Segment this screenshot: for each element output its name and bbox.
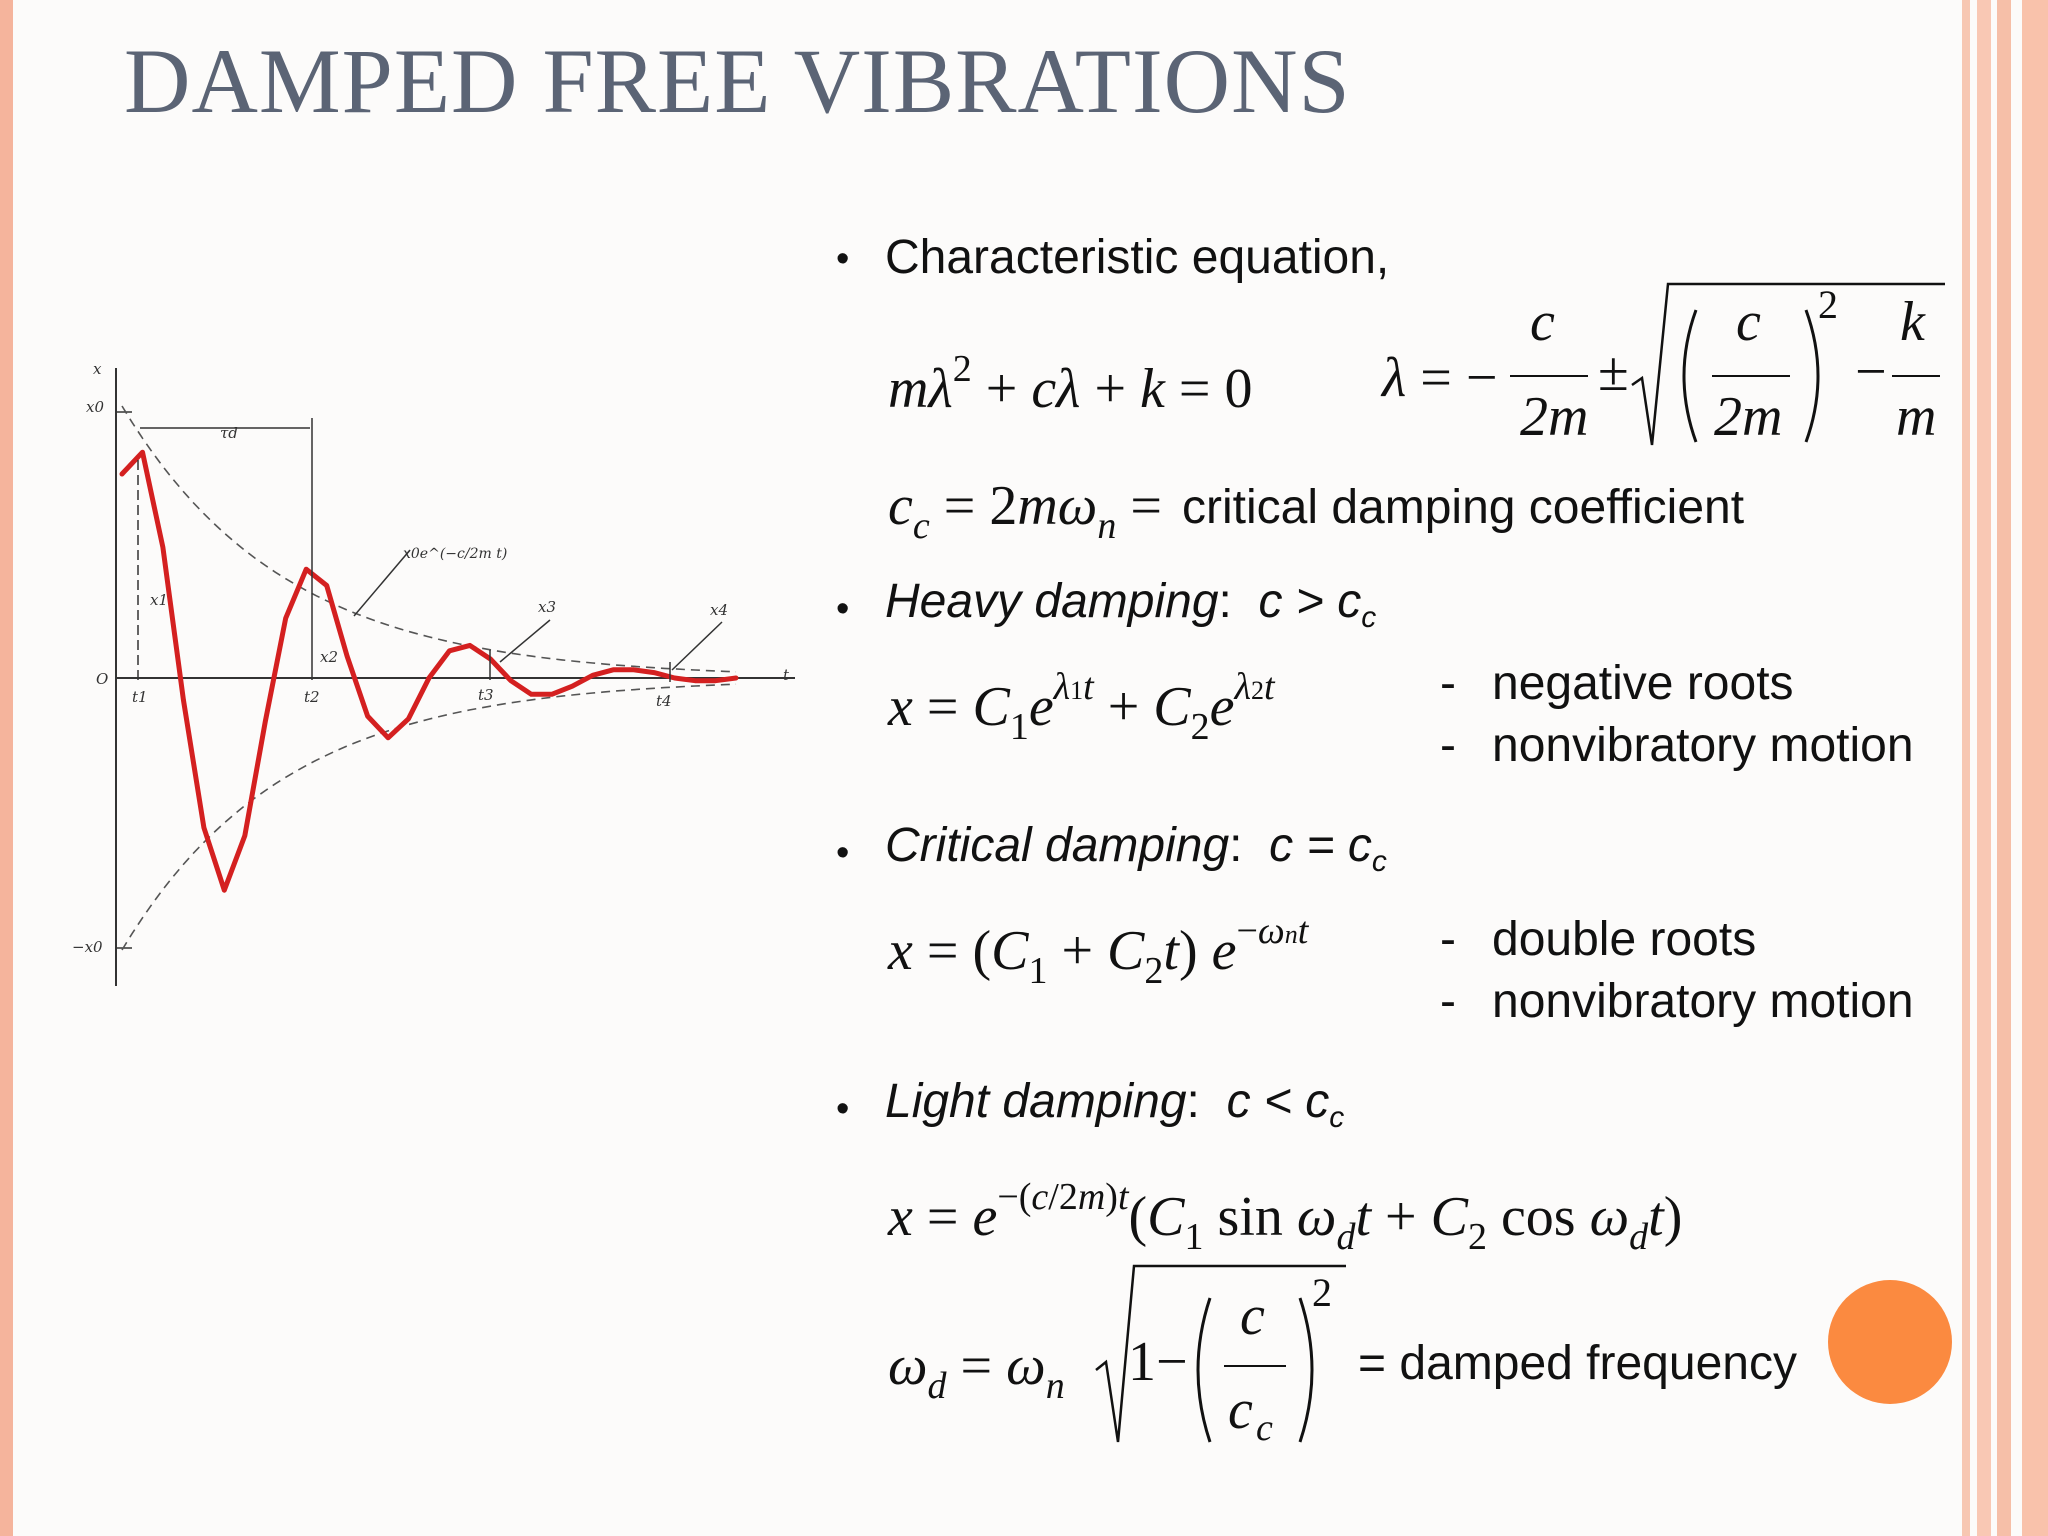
svg-text:c: c — [1736, 291, 1761, 353]
note-dash: - — [1440, 657, 1456, 710]
svg-text:−: − — [1855, 341, 1887, 403]
characteristic-equation: mλ2 + cλ + k = 0 — [888, 348, 1253, 420]
critical-damping-description: critical damping coefficient — [1182, 481, 1745, 534]
svg-text:c: c — [1228, 1379, 1253, 1441]
right-border-stripe — [2022, 0, 2048, 1536]
svg-text:m: m — [1896, 386, 1936, 448]
tau-d-label: τd — [220, 424, 238, 442]
left-border-stripe — [0, 0, 13, 1536]
heavy-damping-heading: Heavy damping: c > cc — [885, 575, 1377, 634]
critical-damping-equation: cc = 2mωn = — [888, 475, 1162, 547]
heavy-damping-label: Heavy damping — [885, 575, 1219, 628]
y-axis-label: x — [93, 360, 102, 378]
lambda-root-formula: c 2m ± c 2m 2 − k m — [1510, 282, 1945, 448]
condition-subscript: c — [1371, 845, 1387, 878]
critical-note-double-roots: double roots — [1492, 913, 1757, 966]
note-dash: - — [1440, 975, 1456, 1028]
critical-damping-condition: c = c — [1269, 819, 1372, 872]
damped-frequency-description: = damped frequency — [1358, 1337, 1797, 1390]
svg-text:c: c — [1240, 1285, 1265, 1347]
light-damping-heading: Light damping: c < cc — [885, 1075, 1345, 1134]
condition-subscript: c — [1329, 1101, 1345, 1134]
x3-label: x3 — [538, 598, 556, 616]
heavy-damping-equation: x = C1eλ1t + C2eλ2t — [888, 666, 1275, 748]
x-tick-label: t1 — [132, 688, 148, 706]
bullet-marker: • — [836, 238, 850, 280]
right-border-stripe — [1962, 0, 1970, 1536]
svg-text:1−: 1− — [1128, 1331, 1188, 1393]
heavy-note-negative-roots: negative roots — [1492, 657, 1794, 710]
svg-text:2m: 2m — [1520, 386, 1588, 448]
light-damping-label: Light damping — [885, 1075, 1187, 1128]
x-tick-label: t4 — [656, 692, 672, 710]
x4-label: x4 — [710, 601, 728, 619]
heavy-note-nonvibratory: nonvibratory motion — [1492, 719, 1914, 772]
svg-text:2: 2 — [1818, 282, 1838, 327]
critical-damping-heading: Critical damping: c = cc — [885, 819, 1387, 878]
damped-vibration-chart: x x0 O −x0 t t1 t2 t3 t4 τd x0e^(−c/2m t… — [72, 360, 795, 986]
x2-label: x2 — [320, 648, 338, 666]
x3-leader-line — [499, 619, 551, 663]
envelope-label: x0e^(−c/2m t) — [403, 546, 507, 562]
heavy-damping-condition: c > c — [1258, 575, 1362, 628]
envelope-leader-line — [353, 549, 411, 617]
right-border-stripe — [1977, 0, 1991, 1536]
y-tick-label: x0 — [86, 398, 104, 416]
x-tick-label: t2 — [304, 688, 320, 706]
note-dash: - — [1440, 913, 1456, 966]
svg-text:k: k — [1900, 291, 1926, 353]
critical-damping-solution: x = (C1 + C2t) e−ωnt — [888, 910, 1309, 992]
critical-note-nonvibratory: nonvibratory motion — [1492, 975, 1914, 1028]
damped-frequency-lhs: ωd = ωn — [888, 1335, 1065, 1407]
y-tick-label: −x0 — [72, 938, 103, 956]
svg-text:2m: 2m — [1714, 386, 1782, 448]
response-curve — [119, 449, 739, 893]
y-tick-label: O — [96, 670, 108, 688]
svg-text:c: c — [1530, 291, 1555, 353]
bullet-marker: • — [836, 832, 850, 874]
damped-frequency-radical: 1− c c c 2 — [1095, 1264, 1346, 1449]
light-damping-solution: x = e−(c/2m)t(C1 sin ωdt + C2 cos ωdt) — [888, 1176, 1683, 1258]
lambda-lhs: λ = − — [1382, 347, 1498, 409]
x-tick-label: t3 — [478, 686, 494, 704]
note-dash: - — [1440, 719, 1456, 772]
upper-envelope-line — [121, 405, 737, 673]
x-axis-label: t — [783, 666, 790, 684]
svg-text:c: c — [1256, 1407, 1273, 1449]
decorative-orange-circle — [1828, 1280, 1952, 1404]
critical-damping-label: Critical damping — [885, 819, 1230, 872]
right-border-stripe — [1997, 0, 2011, 1536]
bullet-marker: • — [836, 1088, 850, 1130]
characteristic-heading: Characteristic equation, — [885, 231, 1390, 284]
light-damping-condition: c < c — [1226, 1075, 1330, 1128]
bullet-marker: • — [836, 588, 850, 630]
slide-title: DAMPED FREE VIBRATIONS — [124, 30, 1351, 132]
lower-envelope-line — [121, 683, 737, 951]
chart-axes — [115, 368, 795, 986]
condition-subscript: c — [1361, 601, 1377, 634]
x4-leader-line — [671, 621, 723, 671]
x1-label: x1 — [150, 591, 168, 609]
svg-text:±: ± — [1598, 341, 1629, 403]
svg-text:2: 2 — [1312, 1270, 1332, 1315]
